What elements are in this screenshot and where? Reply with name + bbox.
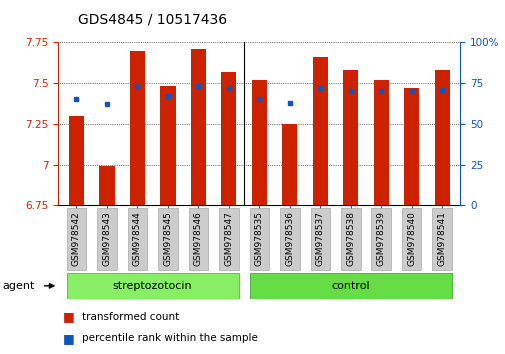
FancyBboxPatch shape: [432, 209, 451, 269]
Text: GSM978544: GSM978544: [133, 212, 141, 266]
FancyBboxPatch shape: [249, 273, 451, 299]
FancyBboxPatch shape: [219, 209, 238, 269]
Bar: [282, 124, 297, 205]
FancyBboxPatch shape: [67, 209, 86, 269]
FancyBboxPatch shape: [158, 209, 177, 269]
Bar: [403, 88, 419, 205]
Text: control: control: [331, 281, 369, 291]
Text: GSM978541: GSM978541: [437, 211, 446, 267]
Bar: [160, 86, 175, 205]
FancyBboxPatch shape: [340, 209, 360, 269]
Bar: [373, 80, 388, 205]
FancyBboxPatch shape: [249, 209, 269, 269]
Bar: [130, 51, 145, 205]
Bar: [251, 80, 267, 205]
Text: GSM978535: GSM978535: [255, 211, 263, 267]
FancyBboxPatch shape: [310, 209, 329, 269]
Bar: [342, 70, 358, 205]
Bar: [434, 70, 449, 205]
FancyBboxPatch shape: [371, 209, 390, 269]
Text: GSM978536: GSM978536: [285, 211, 294, 267]
Text: GSM978537: GSM978537: [315, 211, 324, 267]
FancyBboxPatch shape: [127, 209, 147, 269]
Text: ■: ■: [63, 332, 75, 344]
FancyBboxPatch shape: [401, 209, 421, 269]
FancyBboxPatch shape: [97, 209, 117, 269]
Text: percentile rank within the sample: percentile rank within the sample: [82, 333, 258, 343]
Bar: [221, 72, 236, 205]
Text: GSM978547: GSM978547: [224, 211, 233, 267]
Text: transformed count: transformed count: [82, 312, 179, 322]
Text: GSM978546: GSM978546: [193, 211, 203, 267]
Text: ■: ■: [63, 310, 75, 323]
Text: GSM978539: GSM978539: [376, 211, 385, 267]
Bar: [69, 116, 84, 205]
Text: agent: agent: [3, 281, 35, 291]
Text: GSM978542: GSM978542: [72, 212, 81, 266]
Bar: [312, 57, 327, 205]
Text: GDS4845 / 10517436: GDS4845 / 10517436: [78, 12, 227, 27]
Text: GSM978540: GSM978540: [407, 211, 416, 267]
Text: GSM978545: GSM978545: [163, 211, 172, 267]
FancyBboxPatch shape: [67, 273, 238, 299]
Bar: [99, 166, 114, 205]
Text: GSM978538: GSM978538: [345, 211, 355, 267]
Bar: [190, 49, 206, 205]
Text: GSM978543: GSM978543: [102, 211, 111, 267]
Text: streptozotocin: streptozotocin: [113, 281, 192, 291]
FancyBboxPatch shape: [279, 209, 299, 269]
FancyBboxPatch shape: [188, 209, 208, 269]
